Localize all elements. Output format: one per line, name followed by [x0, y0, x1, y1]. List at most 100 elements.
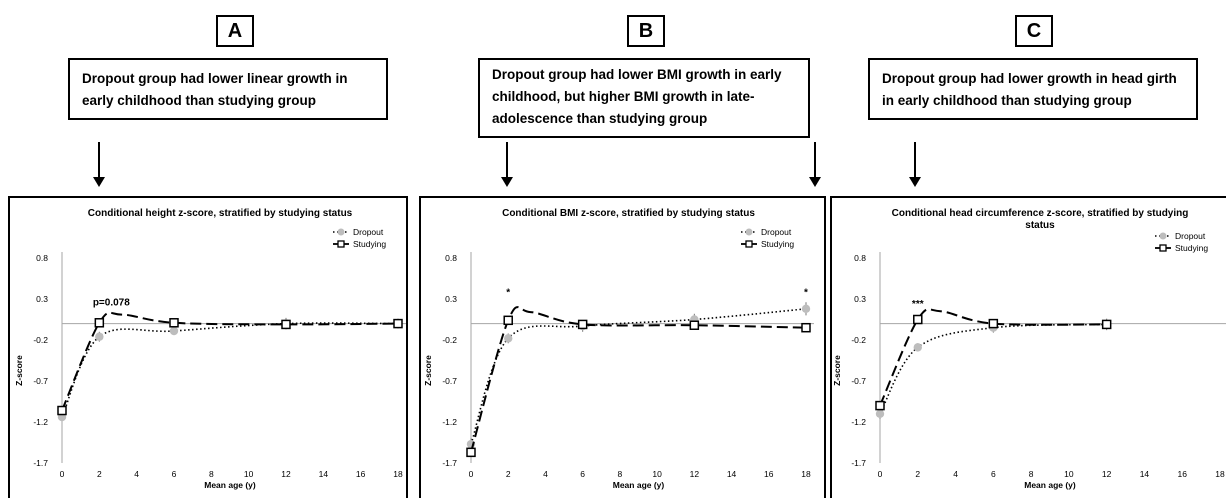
- y-tick-label: -0.2: [851, 335, 866, 345]
- y-tick-label: -1.2: [442, 417, 457, 427]
- chart-title: Conditional BMI z-score, stratified by s…: [502, 208, 755, 219]
- x-tick-label: 0: [60, 469, 65, 479]
- x-tick-label: 14: [319, 469, 329, 479]
- studying-point: [94, 318, 105, 328]
- dropout-point: [95, 332, 104, 341]
- x-tick-label: 6: [580, 469, 585, 479]
- legend-studying-label: Studying: [761, 239, 794, 249]
- dropout-point: [504, 334, 513, 343]
- dropout-series-line: [61, 322, 399, 418]
- studying-point: [393, 318, 403, 329]
- down-arrow-icon: [806, 142, 824, 188]
- y-tick-label: 0.8: [36, 253, 48, 263]
- legend-studying-marker: [337, 240, 345, 248]
- chart-b: Conditional BMI z-score, stratified by s…: [423, 208, 814, 490]
- studying-point: [281, 319, 291, 330]
- x-tick-label: 12: [281, 469, 291, 479]
- y-tick-label: 0.3: [36, 294, 48, 304]
- x-tick-label: 16: [764, 469, 774, 479]
- significance-annotation: ***: [912, 299, 924, 310]
- dropout-point: [913, 343, 922, 352]
- x-tick-label: 10: [1064, 469, 1074, 479]
- legend-dropout-marker: [1159, 232, 1167, 240]
- studying-point: [577, 319, 588, 330]
- panel-letter-b: B: [627, 15, 665, 47]
- x-tick-label: 6: [172, 469, 177, 479]
- down-arrow-icon: [906, 142, 924, 188]
- studying-series-line: [470, 306, 807, 453]
- description-line: in early childhood than studying group: [882, 93, 1132, 108]
- x-tick-label: 4: [134, 469, 139, 479]
- studying-point: [466, 447, 476, 458]
- chart-title: Conditional height z-score, stratified b…: [88, 208, 353, 219]
- y-tick-label: -1.7: [33, 458, 48, 468]
- legend-studying-label: Studying: [1175, 243, 1208, 253]
- y-axis-label: Z-score: [14, 355, 24, 386]
- x-tick-label: 18: [1215, 469, 1225, 479]
- chart-panel-a: Conditional height z-score, stratified b…: [8, 196, 408, 498]
- y-tick-label: -0.7: [851, 376, 866, 386]
- x-tick-label: 2: [915, 469, 920, 479]
- studying-point: [801, 322, 811, 333]
- description-box-a: Dropout group had lower linear growth in…: [68, 58, 388, 120]
- significance-annotation: *: [804, 288, 808, 299]
- y-tick-label: 0.3: [445, 294, 457, 304]
- x-tick-label: 4: [953, 469, 958, 479]
- x-tick-label: 18: [393, 469, 403, 479]
- panel-letter-c: C: [1015, 15, 1053, 47]
- x-axis-label: Mean age (y): [204, 480, 256, 490]
- chart-a: Conditional height z-score, stratified b…: [14, 208, 406, 490]
- x-axis-label: Mean age (y): [1024, 480, 1076, 490]
- down-arrow-icon: [498, 142, 516, 188]
- x-tick-label: 18: [801, 469, 811, 479]
- studying-point: [503, 315, 513, 326]
- x-tick-label: 14: [1140, 469, 1150, 479]
- x-tick-label: 12: [1102, 469, 1112, 479]
- y-tick-label: 0.3: [854, 294, 866, 304]
- chart-panel-b: Conditional BMI z-score, stratified by s…: [419, 196, 826, 498]
- y-axis-label: Z-score: [832, 355, 842, 386]
- y-tick-label: -1.2: [851, 417, 866, 427]
- x-tick-label: 2: [97, 469, 102, 479]
- y-tick-label: -1.7: [851, 458, 866, 468]
- legend-dropout-label: Dropout: [353, 227, 384, 237]
- dropout-point: [169, 326, 179, 336]
- description-line: Dropout group had lower growth in head g…: [882, 71, 1177, 86]
- legend-studying-marker: [1159, 244, 1167, 252]
- y-tick-label: 0.8: [445, 253, 457, 263]
- x-tick-label: 4: [543, 469, 548, 479]
- x-tick-label: 8: [1029, 469, 1034, 479]
- dropout-series-line: [879, 323, 1107, 415]
- studying-point: [57, 405, 67, 416]
- legend-dropout-marker: [337, 228, 345, 236]
- description-box-c: Dropout group had lower growth in head g…: [868, 58, 1198, 120]
- y-tick-label: -0.7: [33, 376, 48, 386]
- legend-dropout-label: Dropout: [761, 227, 792, 237]
- y-tick-label: -0.2: [33, 335, 48, 345]
- dropout-series-line: [470, 308, 807, 445]
- x-tick-label: 0: [469, 469, 474, 479]
- x-tick-label: 12: [690, 469, 700, 479]
- studying-point: [988, 318, 999, 329]
- studying-point: [169, 318, 179, 328]
- chart-title: Conditional head circumference z-score, …: [892, 208, 1189, 219]
- x-tick-label: 0: [878, 469, 883, 479]
- dropout-point: [875, 409, 885, 418]
- y-axis-label: Z-score: [423, 355, 433, 386]
- chart-panel-c: Conditional head circumference z-score, …: [830, 196, 1226, 498]
- x-axis-label: Mean age (y): [613, 480, 665, 490]
- dropout-point: [801, 304, 811, 314]
- chart-title: status: [1025, 220, 1055, 231]
- studying-series-line: [61, 311, 399, 411]
- description-line: adolescence than studying group: [492, 111, 708, 126]
- y-tick-label: -1.2: [33, 417, 48, 427]
- significance-annotation: p=0.078: [93, 298, 130, 309]
- x-tick-label: 8: [618, 469, 623, 479]
- legend-studying-label: Studying: [353, 239, 386, 249]
- legend-dropout-label: Dropout: [1175, 231, 1206, 241]
- x-tick-label: 10: [652, 469, 662, 479]
- studying-point: [875, 400, 885, 411]
- chart-c: Conditional head circumference z-score, …: [832, 208, 1226, 490]
- y-tick-label: 0.8: [854, 253, 866, 263]
- down-arrow-icon: [90, 142, 108, 188]
